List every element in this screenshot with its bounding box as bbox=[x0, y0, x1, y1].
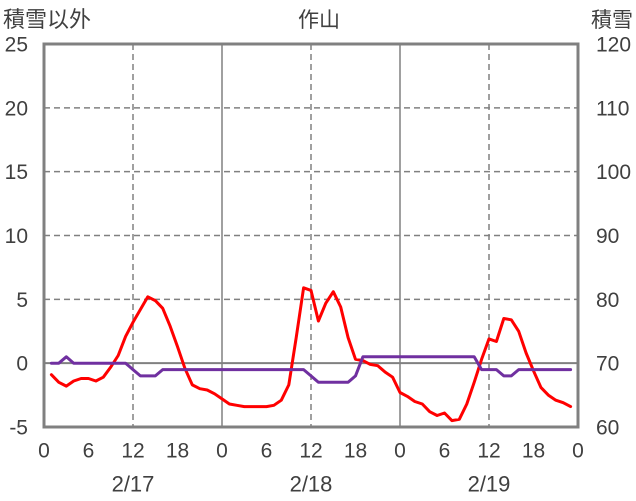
x-axis-tick-label: 0 bbox=[38, 440, 50, 463]
left-axis-tick-label: 20 bbox=[5, 97, 28, 120]
right-axis-tick-label: 70 bbox=[596, 353, 619, 376]
gridlines bbox=[44, 44, 578, 427]
right-axis-tick-label: 120 bbox=[596, 34, 631, 57]
date-axis: 2/17 2/18 2/19 bbox=[112, 472, 511, 497]
x-axis-tick-label: 12 bbox=[477, 440, 500, 463]
date-label: 2/17 bbox=[112, 472, 155, 497]
left-axis-tick-label: 5 bbox=[16, 289, 28, 312]
x-axis-tick-label: 6 bbox=[83, 440, 95, 463]
left-axis-tick-label: 15 bbox=[5, 161, 28, 184]
chart-title: 作山 bbox=[298, 8, 340, 32]
x-axis-tick-label: 0 bbox=[572, 440, 584, 463]
x-axis-tick-label: 6 bbox=[439, 440, 451, 463]
date-label: 2/19 bbox=[468, 472, 511, 497]
left-axis-tick-label: -5 bbox=[9, 417, 28, 440]
left-axis-tick-label: 10 bbox=[5, 225, 28, 248]
right-axis-tick-label: 90 bbox=[596, 225, 619, 248]
right-axis-tick-label: 100 bbox=[596, 161, 631, 184]
series-line-left-axis bbox=[49, 286, 573, 423]
x-axis-tick-label: 6 bbox=[261, 440, 273, 463]
x-axis-tick-label: 12 bbox=[121, 440, 144, 463]
date-label: 2/18 bbox=[290, 472, 333, 497]
left-axis-tick-label: 0 bbox=[16, 353, 28, 376]
plot-border bbox=[42, 42, 580, 429]
x-axis-tick-label: 0 bbox=[394, 440, 406, 463]
right-axis-title: 積雪 bbox=[591, 8, 633, 32]
right-axis: 120 110 100 90 80 70 60 bbox=[596, 34, 631, 440]
left-axis-title: 積雪以外 bbox=[3, 8, 91, 33]
right-axis-tick-label: 110 bbox=[596, 97, 629, 120]
x-axis-tick-label: 0 bbox=[216, 440, 228, 463]
x-axis-tick-label: 18 bbox=[166, 440, 189, 463]
x-axis-tick-label: 12 bbox=[299, 440, 322, 463]
x-axis-tick-label: 18 bbox=[344, 440, 367, 463]
right-axis-tick-label: 80 bbox=[596, 289, 619, 312]
x-axis-tick-label: 18 bbox=[522, 440, 545, 463]
series-layer bbox=[49, 286, 573, 423]
series-line-right-axis bbox=[49, 355, 573, 384]
x-axis: 0 6 12 18 0 6 12 18 0 6 12 18 0 bbox=[38, 440, 584, 463]
left-axis: 25 20 15 10 5 0 -5 bbox=[5, 34, 28, 440]
left-axis-tick-label: 25 bbox=[5, 34, 28, 57]
right-axis-tick-label: 60 bbox=[596, 417, 619, 440]
